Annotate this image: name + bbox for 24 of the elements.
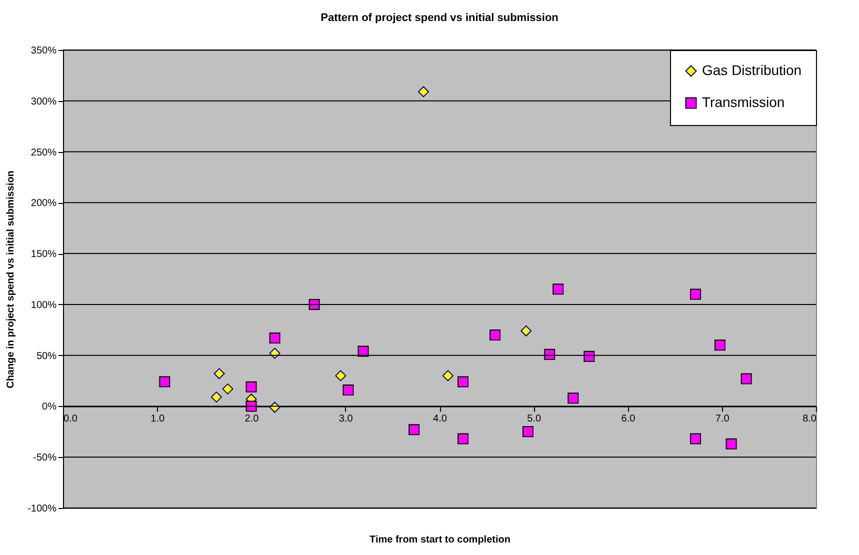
legend-label: Gas Distribution <box>702 62 802 78</box>
x-tick-label: 1.0 <box>150 414 166 425</box>
x-tick-label: 5.0 <box>527 414 542 425</box>
y-tick-label: 250% <box>30 147 57 158</box>
x-tick-label: 4.0 <box>433 414 448 425</box>
y-tick-label: 0% <box>42 402 57 413</box>
x-tick-label: 2.0 <box>244 414 260 425</box>
x-tick-label: 8.0 <box>802 414 817 425</box>
x-axis-title: Time from start to completion <box>370 534 510 546</box>
x-tick-label: 0.0 <box>64 414 78 425</box>
y-tick-label: -50% <box>33 452 57 464</box>
x-tick-label: 7.0 <box>715 414 730 425</box>
y-tick-label: 100% <box>30 300 57 311</box>
y-tick-label: 300% <box>30 96 57 108</box>
y-tick-label: 350% <box>30 46 57 56</box>
x-tick-label: 3.0 <box>338 414 354 425</box>
y-tick-label: 200% <box>30 198 57 210</box>
x-tick-label: 6.0 <box>621 414 636 425</box>
y-tick-label: -100% <box>28 504 57 514</box>
y-tick-label: 150% <box>30 249 57 260</box>
y-axis-title: Change in project spend vs initial submission <box>6 170 17 388</box>
chart-title: Pattern of project spend vs initial submission <box>320 12 559 24</box>
legend-label: Transmission <box>702 94 785 110</box>
y-tick-label: 50% <box>36 350 57 362</box>
